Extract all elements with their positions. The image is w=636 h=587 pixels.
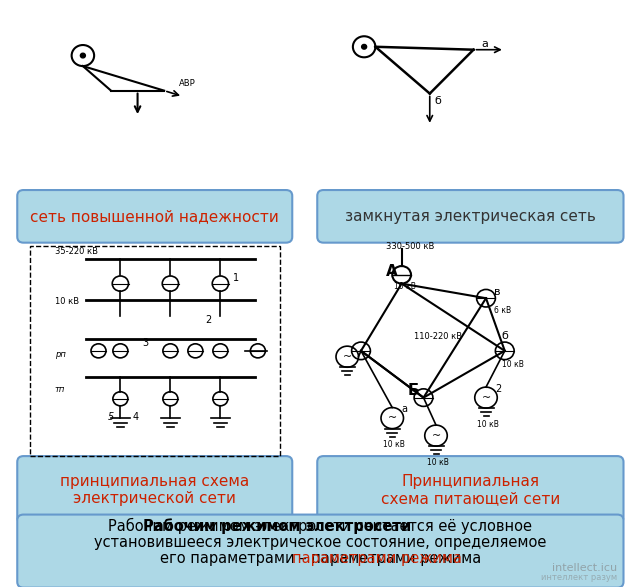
FancyBboxPatch shape [17, 456, 293, 524]
Text: ~: ~ [343, 352, 352, 362]
Text: 110-220 кВ: 110-220 кВ [414, 332, 462, 341]
Text: Рабочим режимом электросети: Рабочим режимом электросети [142, 518, 411, 534]
Bar [30, 245, 280, 456]
Text: 330-500 кВ: 330-500 кВ [386, 241, 434, 251]
Text: Рабочим режимом электросети считается её условное: Рабочим режимом электросети считается её… [108, 518, 532, 534]
Text: intellect.icu: intellect.icu [552, 563, 618, 573]
Text: сеть повышенной надежности: сеть повышенной надежности [31, 209, 279, 224]
Text: а: а [401, 404, 408, 414]
FancyBboxPatch shape [17, 515, 623, 587]
Text: 2: 2 [495, 384, 502, 394]
Text: б: б [435, 96, 441, 106]
Circle shape [362, 45, 366, 49]
Text: б: б [502, 331, 509, 341]
Text: рп: рп [55, 350, 66, 359]
Text: принципиальная схема
электрической сети: принципиальная схема электрической сети [60, 474, 249, 506]
FancyBboxPatch shape [317, 456, 623, 524]
Text: 10 кВ: 10 кВ [55, 297, 79, 306]
Text: 10 кВ: 10 кВ [502, 360, 523, 369]
Text: ~: ~ [431, 431, 441, 441]
Text: 10 кВ: 10 кВ [476, 420, 499, 429]
Text: 4: 4 [133, 412, 139, 422]
Text: параметрами режима: параметрами режима [292, 551, 462, 566]
Text: его параметрами – параметрами режима: его параметрами – параметрами режима [160, 551, 481, 566]
Text: 10 кВ: 10 кВ [427, 458, 448, 467]
Text: ~: ~ [387, 413, 397, 423]
Text: 10 кВ: 10 кВ [383, 440, 404, 449]
Text: 1: 1 [233, 273, 239, 283]
Text: 5: 5 [108, 412, 114, 422]
Text: А: А [386, 264, 398, 279]
Circle shape [80, 53, 85, 58]
Text: АВР: АВР [179, 79, 195, 88]
Text: 35-220 кВ: 35-220 кВ [55, 247, 98, 257]
Text: Б: Б [408, 383, 420, 398]
Text: установившееся электрическое состояние, определяемое: установившееся электрическое состояние, … [94, 535, 546, 550]
Text: интеллект разум: интеллект разум [541, 573, 618, 582]
Text: в: в [494, 287, 500, 297]
FancyBboxPatch shape [317, 190, 623, 242]
Text: тп: тп [55, 384, 65, 394]
Text: 3: 3 [142, 338, 148, 348]
Text: ~: ~ [481, 393, 490, 403]
Text: 6 кВ: 6 кВ [494, 306, 511, 315]
Text: замкнутая электрическая сеть: замкнутая электрическая сеть [345, 209, 596, 224]
Text: a: a [481, 39, 488, 49]
FancyBboxPatch shape [17, 190, 293, 242]
Text: 10 кВ: 10 кВ [394, 282, 416, 291]
Text: 2: 2 [205, 315, 211, 325]
Text: Принципиальная
схема питающей сети: Принципиальная схема питающей сети [381, 474, 560, 506]
